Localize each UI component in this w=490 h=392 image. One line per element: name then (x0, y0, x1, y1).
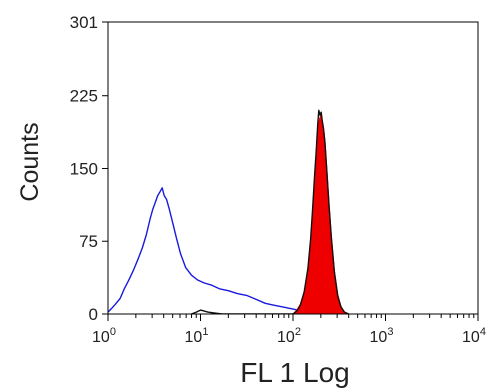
x-tick-label-2: 102 (277, 326, 301, 346)
x-tick-base-2: 10 (277, 329, 295, 346)
series-2-line (191, 109, 349, 314)
x-tick-base-1: 10 (185, 329, 203, 346)
y-axis-title: Counts (16, 122, 44, 201)
x-axis-title: FL 1 Log (240, 357, 349, 388)
x-tick-base-4: 10 (462, 329, 480, 346)
x-tick-base-0: 10 (92, 329, 110, 346)
y-tick-label-1: 75 (79, 232, 98, 251)
x-tick-exponent-2: 2 (295, 326, 301, 338)
y-tick-label-2: 150 (70, 159, 98, 178)
plot-frame (107, 21, 479, 315)
x-tick-label-1: 101 (185, 326, 209, 346)
y-tick-label-0: 0 (89, 305, 98, 324)
series-0-line (108, 187, 330, 314)
x-tick-exponent-3: 3 (387, 326, 393, 338)
x-tick-exponent-1: 1 (202, 326, 208, 338)
x-tick-label-0: 100 (92, 326, 116, 346)
x-tick-label-4: 104 (462, 326, 486, 346)
plot-area (108, 109, 349, 314)
x-tick-base-3: 10 (370, 329, 388, 346)
y-tick-label-4: 301 (70, 13, 98, 32)
x-tick-exponent-0: 0 (110, 326, 116, 338)
x-tick-exponent-4: 4 (480, 326, 486, 338)
x-tick-label-3: 103 (370, 326, 394, 346)
series-1-area (292, 113, 349, 314)
y-tick-label-3: 225 (70, 87, 98, 106)
